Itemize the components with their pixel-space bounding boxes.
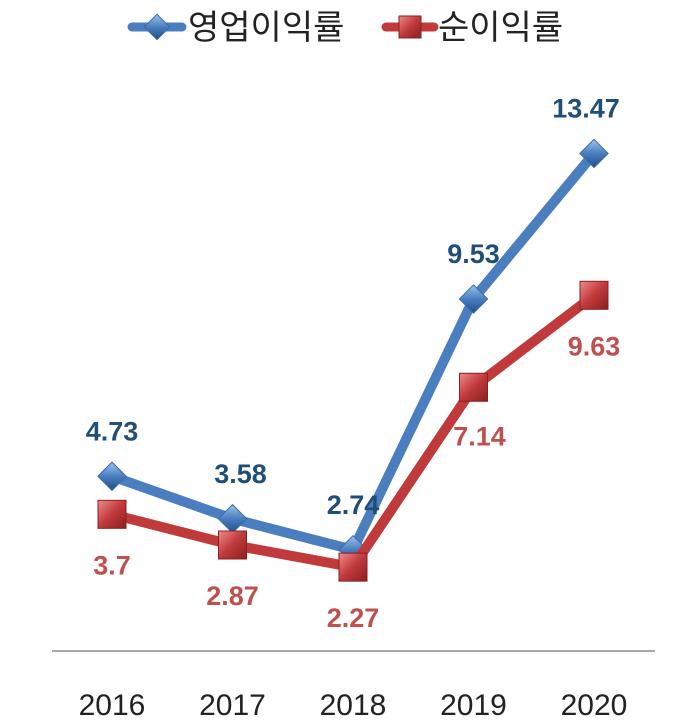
data-label: 9.53 [447, 239, 500, 269]
data-label: 7.14 [453, 421, 506, 451]
legend-item-operating-margin: 영업이익률 [127, 8, 344, 48]
x-tick-label: 2020 [561, 689, 628, 722]
diamond-marker [458, 284, 489, 314]
data-label: 3.7 [93, 550, 131, 580]
x-axis-ticks: 2016 2017 2018 2019 2020 [79, 689, 628, 722]
diamond-marker [97, 461, 127, 492]
data-label: 3.58 [214, 459, 267, 489]
data-label: 4.73 [86, 416, 139, 446]
data-label: 2.87 [206, 581, 259, 611]
legend-label-net-margin: 순이익률 [438, 8, 563, 48]
legend: 영업이익률 순이익률 [127, 8, 563, 48]
legend-item-net-margin: 순이익률 [381, 8, 563, 48]
diamond-marker [579, 138, 609, 169]
data-label: 2.27 [327, 603, 380, 633]
x-tick-label: 2019 [440, 689, 507, 722]
square-marker [338, 552, 368, 582]
data-label: 13.47 [552, 93, 620, 123]
series-layer [97, 138, 609, 582]
square-marker [97, 499, 127, 529]
square-marker [579, 280, 609, 310]
data-label: 9.63 [568, 331, 621, 361]
x-tick-label: 2017 [199, 689, 266, 722]
diamond-marker [217, 503, 248, 534]
square-marker [459, 372, 488, 402]
legend-label-operating-margin: 영업이익률 [188, 8, 344, 48]
data-labels: 4.73 3.58 2.74 9.53 13.47 3.7 2.87 2.27 7.14 9.63 [86, 93, 621, 633]
x-tick-label: 2016 [79, 689, 146, 722]
legend-diamond-marker [143, 13, 171, 41]
legend-square-marker [398, 15, 422, 39]
data-label: 2.74 [327, 490, 380, 520]
square-marker [218, 530, 247, 560]
x-tick-label: 2018 [320, 689, 387, 722]
series-line-net-margin [107, 290, 599, 573]
